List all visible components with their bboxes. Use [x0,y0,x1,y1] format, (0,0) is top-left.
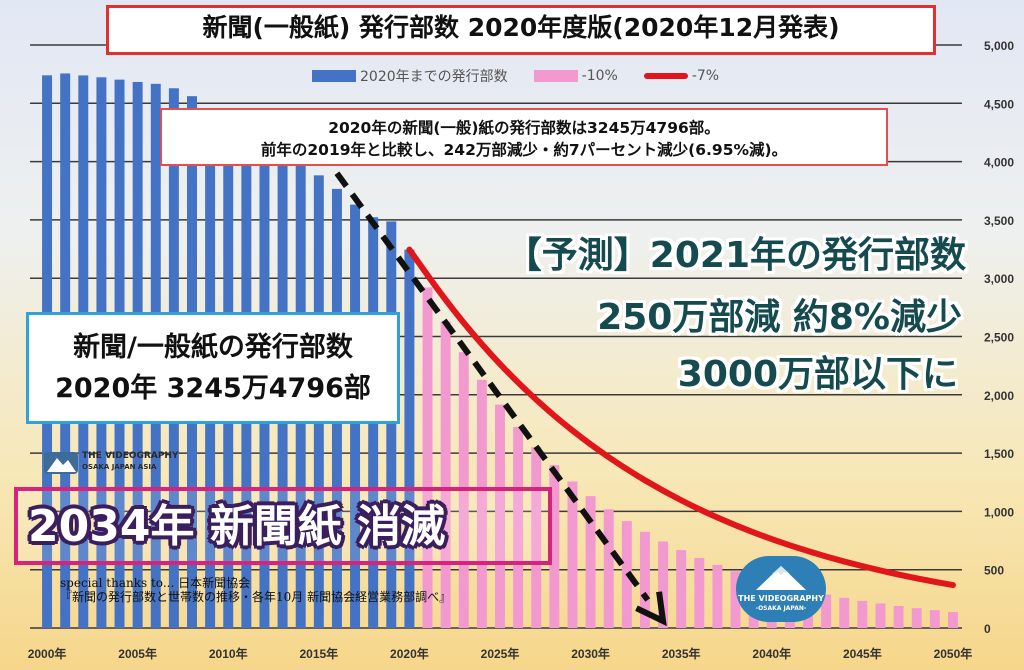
bar-forecast-minus10 [476,379,487,628]
bar-forecast-minus10 [676,550,687,628]
circulation-box-line1: 新聞/一般紙の発行部数 [73,332,353,363]
bar-forecast-minus10 [694,557,705,628]
x-tick-label: 2040年 [752,646,791,661]
x-tick-label: 2005年 [118,646,157,661]
bar-forecast-minus10 [549,465,560,628]
bar-forecast-minus10 [911,608,922,628]
videography-logo-left: THE VIDEOGRAPHY OSAKA JAPAN ASIA [44,450,178,476]
bar-forecast-minus10 [929,610,940,628]
y-tick-label: 3,500 [984,214,1014,228]
logo-left-line2: OSAKA JAPAN ASIA [82,463,157,471]
legend: 2020年までの発行部数 -10% -7% [312,66,719,86]
headline-vanish: 2034年 新聞紙 消滅 [14,487,552,565]
y-tick-label: 2,000 [984,389,1014,403]
videography-logo-right: THE VIDEOGRAPHY -OSAKA JAPAN- [736,556,826,622]
bar-forecast-minus10 [495,404,505,628]
bar-forecast-minus10 [947,612,958,628]
thanks-line2: 『新聞の発行部数と世帯数の推移・各年10月 新聞協会経営業務部調べ』 [60,590,452,604]
bar-forecast-minus10 [639,531,650,628]
circulation-box-line2: 2020年 3245万4796部 [55,373,371,404]
y-tick-label: 5,000 [984,39,1014,53]
trend-arrow-head [635,591,667,627]
legend-swatch-minus7 [643,73,688,79]
prediction-line2: 250万部減 約8%減少 [597,297,962,338]
y-tick-label: 500 [984,564,1004,578]
y-tick-label: 1,000 [984,505,1014,519]
trend-arrow-shaft [334,171,651,602]
logo-right-line1: THE VIDEOGRAPHY [738,594,824,603]
series-line-minus7 [406,246,956,589]
legend-swatch-minus10 [533,70,578,82]
bar-forecast-minus10 [440,321,451,628]
x-tick-label: 2020年 [390,646,429,661]
circulation-box: 新聞/一般紙の発行部数 2020年 3245万4796部 [26,312,400,424]
logo-right-line2: -OSAKA JAPAN- [755,605,807,612]
bar-forecast-minus10 [422,287,433,628]
y-tick-label: 4,500 [984,97,1014,111]
legend-label-minus7: -7% [691,68,720,84]
bar-forecast-minus10 [875,603,886,628]
bar-forecast-minus10 [658,541,669,628]
x-tick-label: 2050年 [934,646,973,661]
logo-left-line1: THE VIDEOGRAPHY [82,451,179,461]
bar-actual [404,249,415,628]
bar-forecast-minus10 [821,594,832,628]
y-tick-label: 0 [984,622,991,636]
bar-forecast-minus10 [531,447,542,628]
x-tick-label: 2030年 [571,646,610,661]
thanks-credit: special thanks to... 日本新聞協会 『新聞の発行部数と世帯数… [60,576,451,604]
bar-actual [386,221,397,628]
summary-note-line2: 前年の2019年と比較し、242万部減少・約7パーセント減少(6.95%減)。 [260,141,788,159]
bar-forecast-minus10 [712,564,723,628]
legend-swatch-actual [312,70,356,82]
x-tick-label: 2035年 [662,646,701,661]
x-tick-label: 2025年 [481,646,520,661]
y-tick-label: 2,500 [984,331,1014,345]
bar-forecast-minus10 [513,426,524,628]
legend-label-minus10: -10% [581,68,618,84]
bar-forecast-minus10 [585,496,596,628]
x-tick-label: 2010年 [209,646,248,661]
bar-forecast-minus10 [893,605,904,628]
y-tick-label: 1,500 [984,447,1014,461]
bar-forecast-minus10 [730,571,741,628]
prediction-line1: 【予測】2021年の発行部数 [505,235,966,276]
bar-forecast-minus10 [567,481,578,628]
bar-forecast-minus10 [839,597,850,628]
y-tick-label: 3,000 [984,272,1014,286]
bar-forecast-minus10 [603,509,614,628]
bar-forecast-minus10 [857,600,868,628]
summary-note: 2020年の新聞(一般)紙の発行部数は3245万4796部。 前年の2019年と… [160,108,888,166]
x-tick-label: 2015年 [299,646,338,661]
prediction-line3: 3000万部以下に [677,354,958,395]
summary-note-line1: 2020年の新聞(一般)紙の発行部数は3245万4796部。 [328,119,720,137]
x-tick-label: 2045年 [843,646,882,661]
x-tick-label: 2000年 [28,646,67,661]
thanks-line1: special thanks to... 日本新聞協会 [60,576,251,590]
legend-label-actual: 2020年までの発行部数 [360,69,508,85]
chart-title: 新聞(一般紙) 発行部数 2020年度版(2020年12月発表) [106,5,936,55]
y-tick-label: 4,000 [984,156,1014,170]
